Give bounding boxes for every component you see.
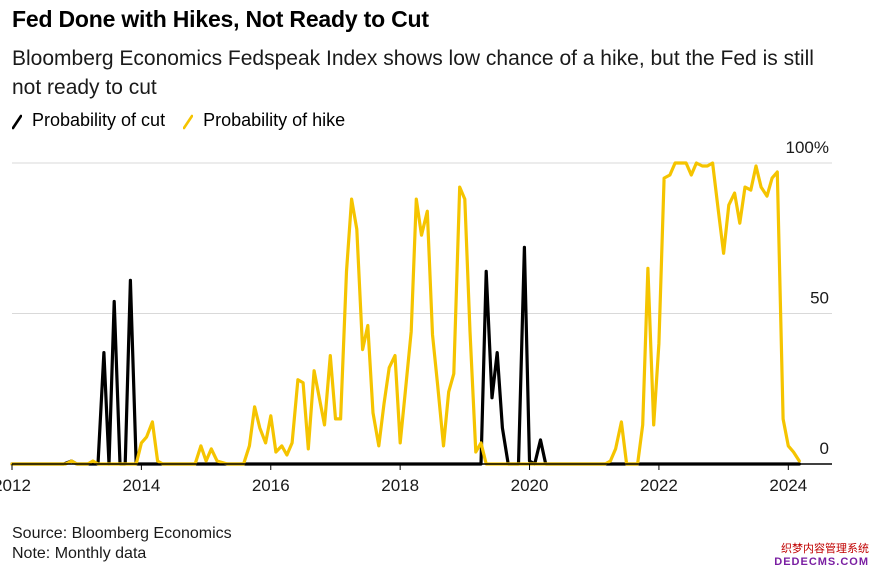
- x-tick-label-2014: 2014: [122, 476, 160, 495]
- y-tick-label-100: 100%: [786, 138, 829, 157]
- legend-label-cut: Probability of cut: [32, 110, 166, 130]
- x-tick-label-2018: 2018: [381, 476, 419, 495]
- legend-label-hike: Probability of hike: [203, 110, 346, 130]
- x-tick-label-2024: 2024: [769, 476, 807, 495]
- legend-swatch-hike: [183, 112, 194, 130]
- x-tick-label-2016: 2016: [252, 476, 290, 495]
- watermark-logo: 织梦内容管理系统 DEDECMS.COM: [774, 543, 869, 569]
- y-tick-label-0: 0: [820, 439, 829, 458]
- y-tick-label-50: 50: [810, 289, 829, 308]
- legend-item-cut: Probability of cut: [12, 110, 165, 131]
- x-tick-label-2012: 2012: [0, 476, 31, 495]
- line-chart: 0 50 100% 2012 2014 2016 2018 2020 2022 2024: [0, 138, 832, 495]
- data-note: Note: Monthly data: [12, 545, 147, 562]
- series-line-hike: [10, 161, 801, 466]
- series-line-cut: [10, 245, 801, 466]
- chart-subtitle: Bloomberg Economics Fedspeak Index shows…: [12, 47, 814, 99]
- source-note: Source: Bloomberg Economics: [12, 525, 232, 542]
- x-tick-label-2020: 2020: [511, 476, 549, 495]
- x-tick-label-2022: 2022: [640, 476, 678, 495]
- chart-footer: Source: Bloomberg Economics Note: Monthl…: [12, 524, 232, 564]
- legend-item-hike: Probability of hike: [183, 110, 345, 131]
- chart-title: Fed Done with Hikes, Not Ready to Cut: [12, 6, 429, 32]
- watermark-line1: 织梦内容管理系统: [781, 543, 869, 555]
- chart-legend: Probability of cut Probability of hike: [12, 110, 363, 131]
- watermark-line2: DEDECMS.COM: [774, 556, 869, 568]
- legend-swatch-cut: [12, 112, 22, 130]
